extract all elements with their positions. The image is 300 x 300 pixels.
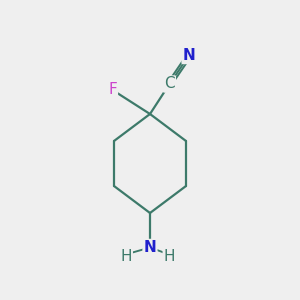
Text: F: F bbox=[108, 82, 117, 98]
Text: N: N bbox=[183, 48, 195, 63]
Text: N: N bbox=[144, 240, 156, 255]
Text: H: H bbox=[164, 249, 175, 264]
Text: H: H bbox=[120, 249, 132, 264]
Text: C: C bbox=[164, 76, 175, 92]
